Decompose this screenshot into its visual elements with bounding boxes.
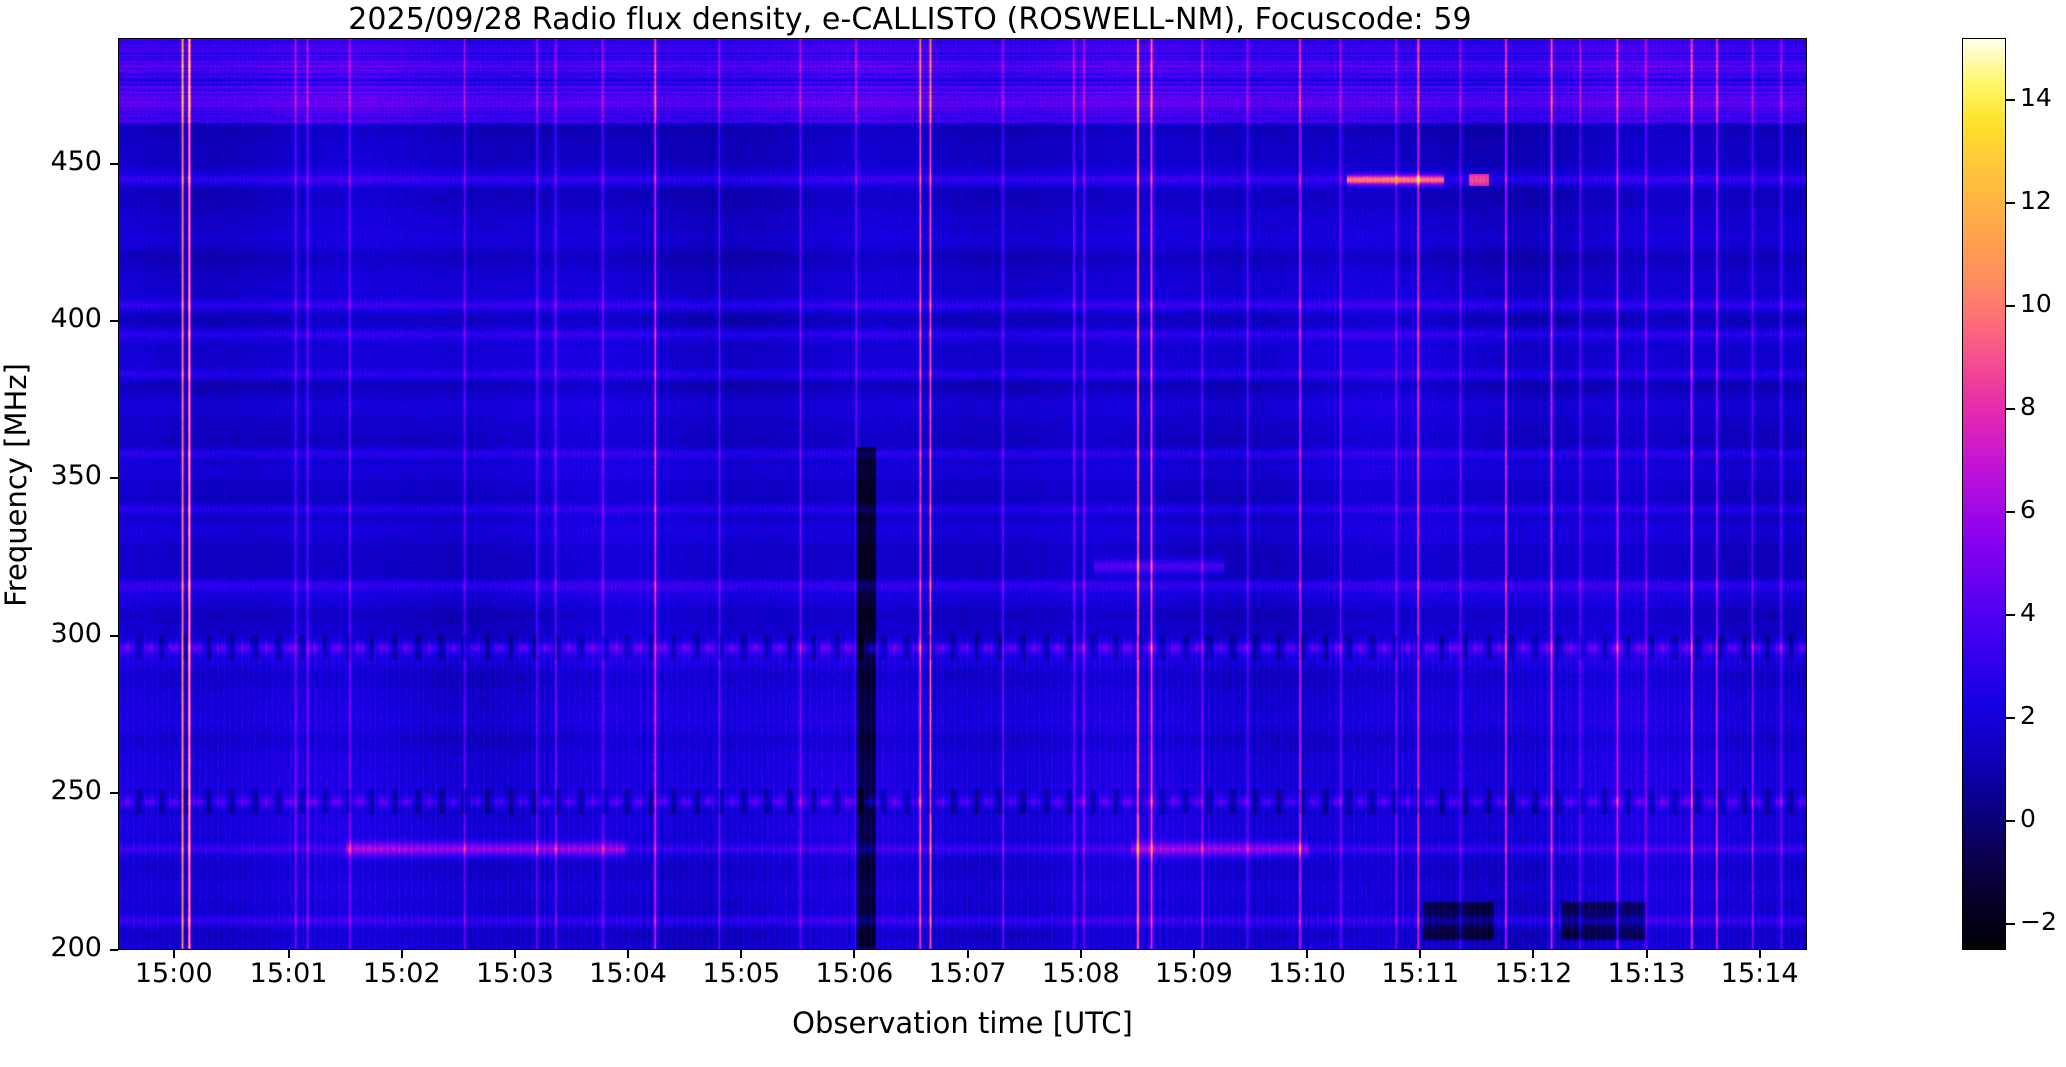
x-tick-mark: [172, 950, 175, 958]
y-tick-label: 350: [50, 460, 102, 492]
x-tick-label: 15:08: [1041, 958, 1120, 989]
x-tick-label: 15:13: [1607, 958, 1686, 989]
colorbar-tick-label: 10: [2020, 288, 2052, 318]
x-tick-label: 15:04: [589, 958, 667, 989]
x-tick-mark: [1079, 950, 1082, 958]
spectrogram-plot-area: [118, 38, 1807, 950]
x-tick-label: 15:05: [702, 958, 781, 989]
x-axis-label: Observation time [UTC]: [792, 1006, 1133, 1040]
colorbar-tick-label: 12: [2020, 185, 2052, 215]
x-tick-mark: [400, 950, 403, 958]
x-tick-label: 15:09: [1154, 958, 1233, 989]
colorbar-tick-label: 4: [2020, 598, 2036, 628]
x-tick-mark: [1192, 950, 1195, 958]
colorbar-tick-mark: [2006, 923, 2015, 926]
x-tick-label: 15:00: [134, 958, 213, 989]
colorbar-tick-mark: [2006, 511, 2015, 514]
colorbar-tick-label: 14: [2020, 82, 2052, 112]
y-tick-mark: [110, 791, 118, 794]
y-tick-label: 200: [50, 932, 102, 963]
y-tick-mark: [110, 634, 118, 637]
x-tick-mark: [1306, 950, 1309, 958]
colorbar-tick-label: 6: [2020, 495, 2036, 525]
x-tick-mark: [1758, 950, 1761, 958]
x-tick-mark: [513, 950, 516, 958]
colorbar-tick-mark: [2006, 717, 2015, 720]
x-tick-label: 15:11: [1381, 958, 1460, 989]
colorbar-tick-mark: [2006, 201, 2015, 204]
page-title: 2025/09/28 Radio flux density, e-CALLIST…: [348, 2, 1472, 37]
colorbar-tick-mark: [2006, 304, 2015, 307]
y-tick-mark: [110, 162, 118, 165]
y-tick-label: 300: [50, 617, 102, 649]
y-axis-label: Frequency [MHz]: [0, 363, 33, 607]
x-tick-label: 15:03: [476, 958, 554, 989]
x-tick-mark: [627, 950, 630, 958]
x-tick-label: 15:01: [249, 958, 328, 989]
colorbar-tick-label: 8: [2020, 391, 2036, 421]
y-tick-label: 450: [50, 145, 102, 177]
x-tick-mark: [853, 950, 856, 958]
x-tick-mark: [740, 950, 743, 958]
colorbar-tick-label: −2: [2020, 907, 2057, 937]
colorbar-tick-mark: [2006, 98, 2015, 101]
y-tick-mark: [110, 949, 118, 951]
x-tick-mark: [1645, 950, 1648, 958]
x-tick-label: 15:14: [1720, 958, 1799, 989]
x-tick-mark: [1532, 950, 1535, 958]
y-tick-mark: [110, 320, 118, 323]
x-tick-mark: [287, 950, 290, 958]
x-tick-label: 15:06: [815, 958, 894, 989]
colorbar-tick-mark: [2006, 407, 2015, 410]
x-tick-label: 15:10: [1268, 958, 1346, 989]
y-tick-mark: [110, 477, 118, 480]
x-tick-mark: [1419, 950, 1422, 958]
colorbar: [1962, 38, 2006, 950]
x-tick-mark: [966, 950, 969, 958]
y-tick-label: 250: [50, 774, 102, 806]
colorbar-tick-label: 2: [2020, 701, 2036, 731]
x-tick-label: 15:12: [1494, 958, 1573, 989]
x-tick-label: 15:02: [362, 958, 441, 989]
colorbar-tick-mark: [2006, 820, 2015, 823]
colorbar-tick-label: 0: [2020, 804, 2036, 834]
x-tick-label: 15:07: [928, 958, 1007, 989]
y-tick-label: 400: [50, 303, 102, 335]
colorbar-tick-mark: [2006, 614, 2015, 617]
spectrogram-canvas: [118, 38, 1807, 950]
